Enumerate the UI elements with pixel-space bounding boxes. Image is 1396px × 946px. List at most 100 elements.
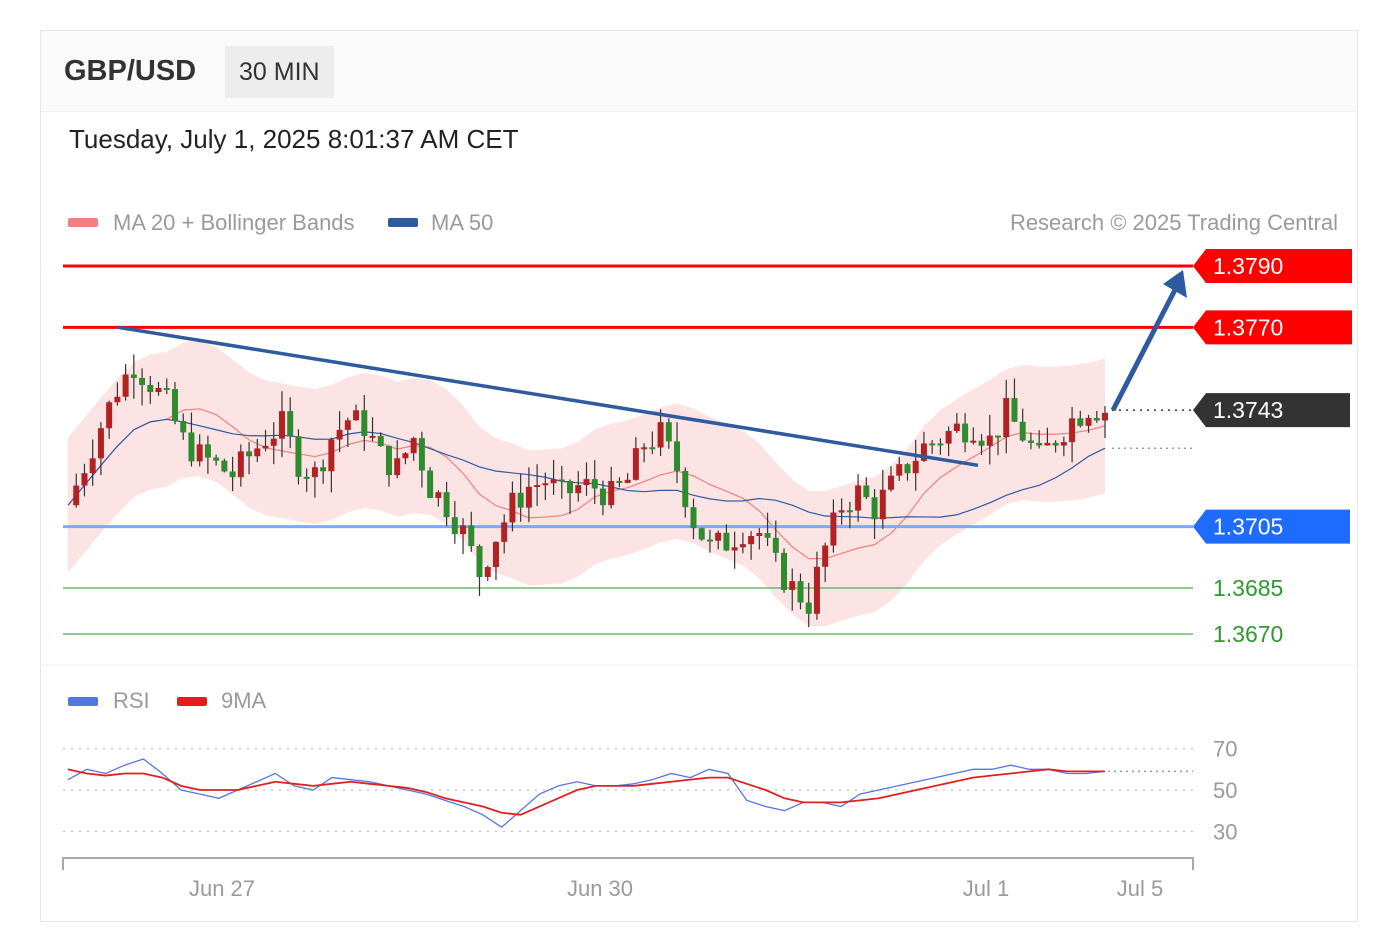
candle-body [270,438,277,446]
pivot-tag-label: 1.3705 [1213,514,1283,540]
candle-body [196,444,203,462]
ma20-line [67,408,1106,560]
candle-body [385,445,392,476]
candle-body [344,420,351,430]
candle-body [567,480,574,494]
candle-body [73,485,80,506]
candle-body [106,402,113,429]
candle-body [435,492,442,498]
candle-body [484,567,491,577]
candle-body [805,602,812,614]
candle-body [1044,442,1051,446]
candle-body [632,448,639,480]
candle-body [97,428,104,459]
resistance-tag [1193,310,1352,345]
candle-body [978,440,985,446]
last-price-tag-label: 1.3743 [1213,397,1283,423]
candle-body [863,485,870,498]
candle-body [657,422,664,448]
candle-body [262,445,269,449]
candle-body [945,431,952,444]
candle-body [558,479,565,482]
candle-body [320,467,327,472]
rsi-legend-swatch [68,697,98,706]
candle-body [460,525,467,535]
rsi-ma9-line [67,768,1105,816]
timeframe-badge[interactable]: 30 MIN [225,46,334,98]
candle-body [723,532,730,551]
candle-body [641,447,648,450]
candle-body [822,545,829,567]
candle-body [353,410,360,421]
candle-body [830,512,837,546]
rsi-legend-label: RSI [113,688,150,713]
candle-body [81,473,88,486]
x-tick-label: Jul 1 [963,876,1009,901]
candle-body [682,470,689,508]
candle-body [748,536,755,545]
resistance-tag [1193,249,1352,283]
candle-body [855,485,862,511]
support-level-label: 1.3685 [1213,575,1283,601]
candle-body [715,532,722,541]
ma50-legend-swatch [388,218,418,227]
candle-body [764,533,771,538]
ma9-legend-label: 9MA [221,688,267,713]
candle-body [311,467,318,478]
candle-body [599,488,606,506]
candle-body [163,387,170,390]
candle-body [1102,412,1108,421]
candle-body [912,460,919,474]
candle-body [781,552,788,590]
candle-body [995,435,1002,438]
candle-body [698,528,705,540]
x-axis-ticks: Jun 27 Jun 30 Jul 1 Jul 5 [189,876,1163,901]
candle-body [970,440,977,443]
candle-body [846,510,853,513]
candle-body [624,479,631,483]
candle-body [89,458,96,474]
candle-body [789,581,796,590]
currency-pair-title: GBP/USD [64,55,197,87]
pivot-tag [1193,509,1350,544]
candle-body [1011,398,1018,422]
candle-body [394,458,401,476]
candle-body [879,489,886,520]
candle-body [287,411,294,437]
candle-body [1019,421,1026,441]
candle-body [361,410,368,437]
candle-body [731,547,738,551]
candle-body [929,443,936,446]
candle-body [410,438,417,454]
candle-body [336,429,343,440]
candle-body [451,517,458,535]
ma50-legend-label: MA 50 [431,210,493,235]
candle-body [871,497,878,520]
candle-body [756,533,763,537]
rsi-tick-label: 30 [1213,819,1237,844]
candle-body [1093,417,1100,421]
overlays [117,270,1187,468]
candle-body [534,485,541,488]
candle-body [953,423,960,432]
candle-body [509,492,516,523]
chart-header: GBP/USD 30 MIN [41,31,1357,112]
candle-body [896,464,903,476]
x-tick-label: Jun 30 [567,876,633,901]
candle-body [130,374,137,378]
candle-body [377,435,384,446]
candle-body [229,471,236,478]
candle-body [1036,442,1043,446]
candle-body [1052,442,1059,446]
candle-body [1085,417,1092,426]
candle-body [418,438,425,471]
candle-body [1003,398,1010,438]
candle-body [591,479,598,489]
candle-body [888,475,895,490]
candle-body [813,566,820,614]
timestamp: Tuesday, July 1, 2025 8:01:37 AM CET [69,124,519,154]
candle-body [204,444,211,458]
candle-body [303,476,310,479]
candle-body [476,546,483,577]
